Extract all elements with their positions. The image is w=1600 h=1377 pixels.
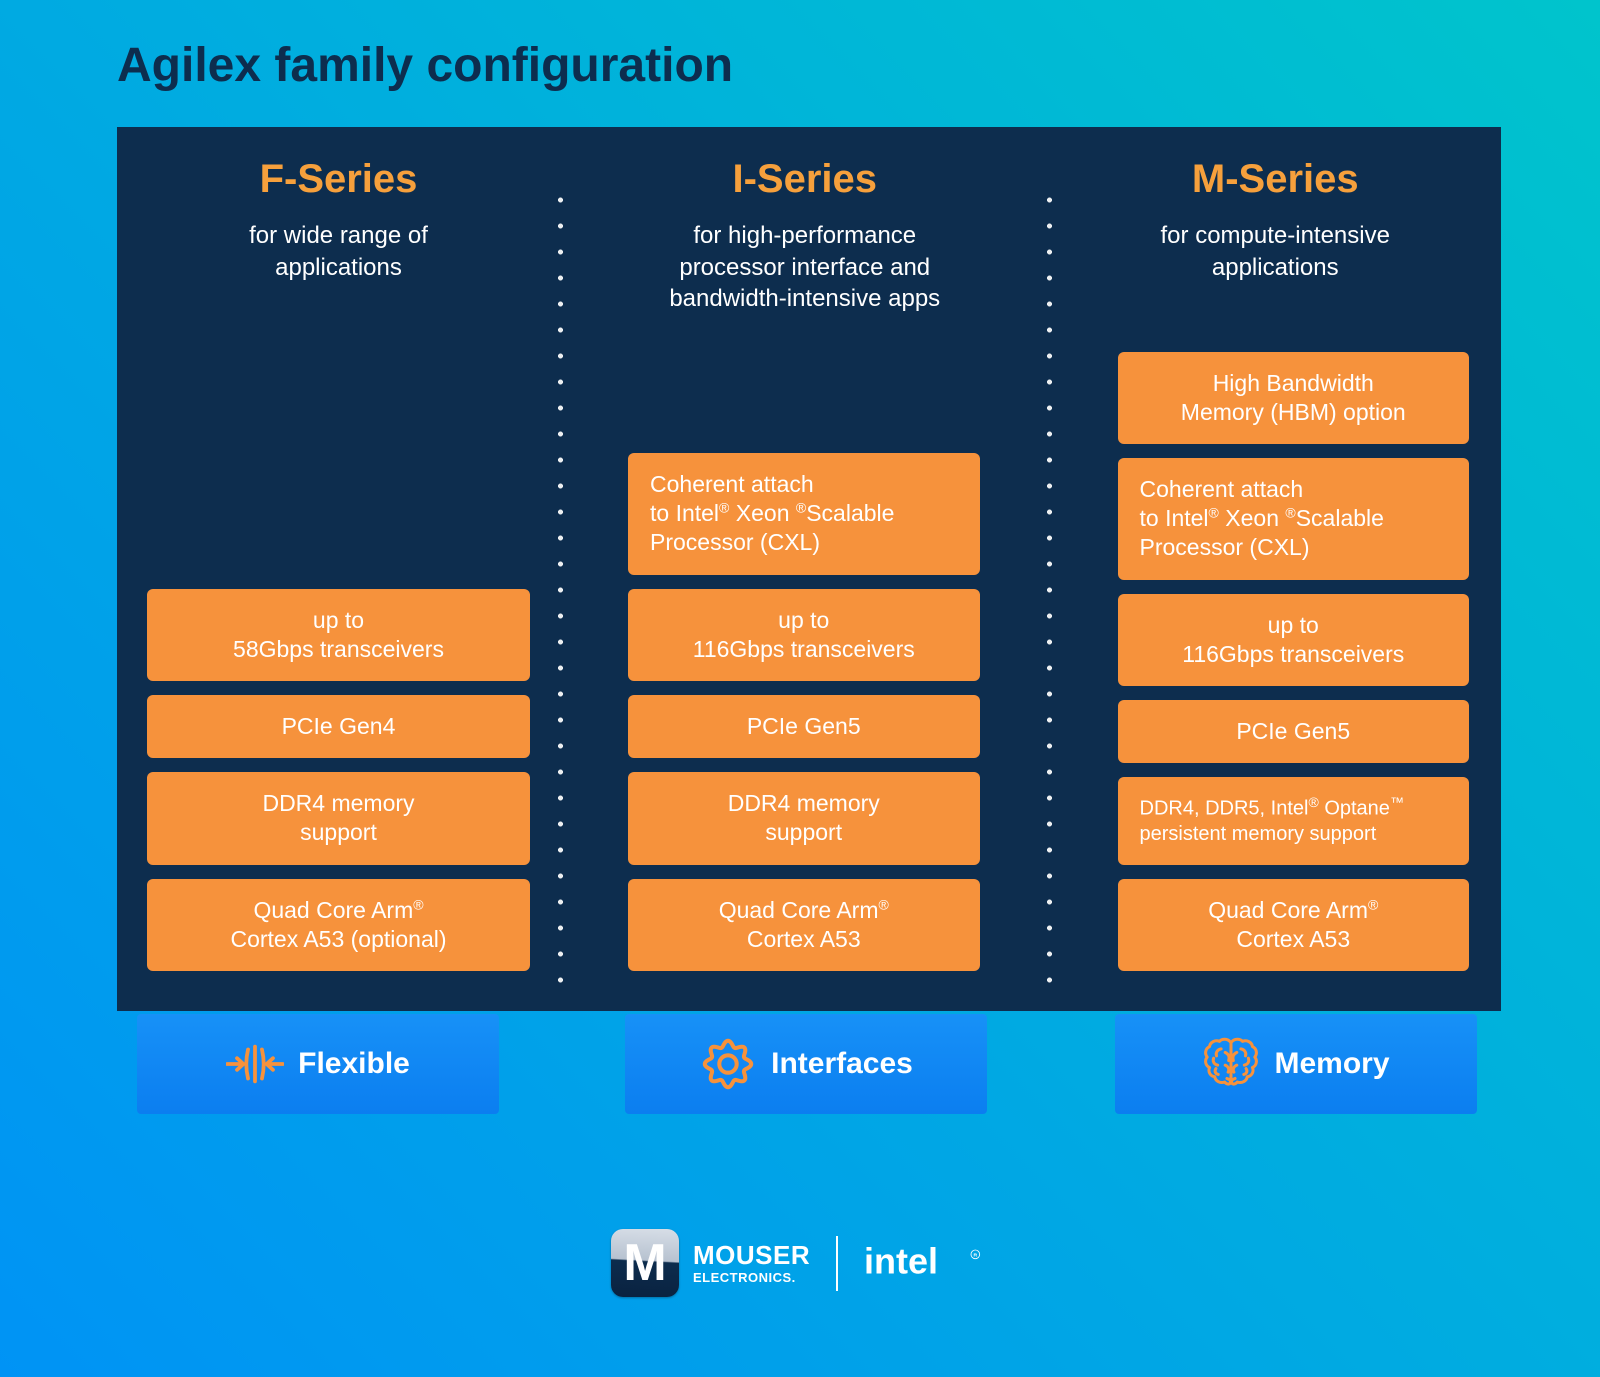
svg-text:R: R: [974, 1252, 978, 1258]
svg-text:intel: intel: [864, 1243, 938, 1282]
